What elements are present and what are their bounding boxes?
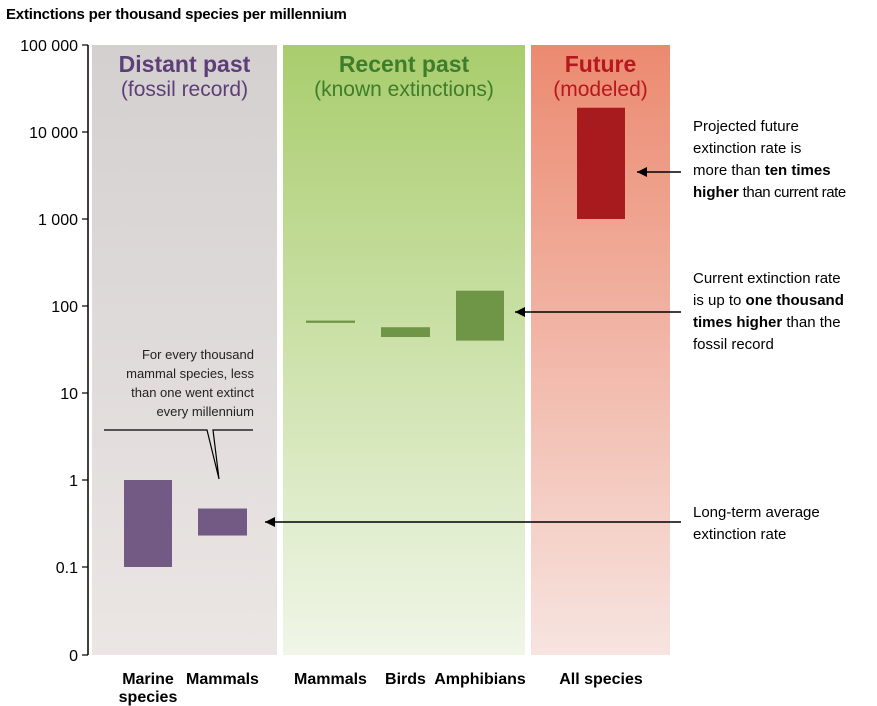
- y-tick-label: 10: [60, 386, 78, 403]
- future-annotation-line2: extinction rate is: [693, 140, 802, 157]
- y-tick-label: 100: [51, 299, 78, 316]
- y-tick-label: 100 000: [20, 38, 78, 55]
- category-label: species: [119, 689, 178, 706]
- mammal-note: For every thousand mammal species, less …: [126, 347, 254, 419]
- current-annotation-line2: is up to: [693, 292, 746, 309]
- current-annotation-emphasis: one thousand: [745, 292, 844, 309]
- panel-subtitle: (modeled): [553, 78, 648, 101]
- future-arrow-head: [637, 167, 647, 177]
- panel-title: Recent past: [339, 51, 470, 77]
- current-arrow-head: [515, 307, 525, 317]
- panel-title: Distant past: [119, 51, 251, 77]
- category-label: Mammals: [294, 671, 367, 688]
- future-annotation-line3: more than: [693, 162, 765, 179]
- current-annotation-line4: fossil record: [693, 336, 774, 353]
- category-label: All species: [559, 671, 643, 688]
- category-label: Amphibians: [434, 671, 526, 688]
- range-bar: [456, 290, 504, 341]
- future-annotation: Projected future extinction rate is more…: [693, 116, 846, 204]
- current-annotation-emphasis-2: times higher: [693, 314, 783, 331]
- y-tick-label: 1: [69, 473, 78, 490]
- y-tick-label: 0.1: [56, 560, 78, 577]
- future-annotation-emphasis: ten times: [764, 162, 831, 179]
- y-tick-label: 0: [69, 648, 78, 665]
- current-annotation-line1: Current extinction rate: [693, 270, 841, 287]
- panel-title: Future: [565, 51, 637, 77]
- future-annotation-emphasis-2: higher: [693, 184, 739, 201]
- category-label: Mammals: [186, 671, 259, 688]
- longterm-annotation-line1: Long-term average: [693, 504, 820, 521]
- panel-subtitle: (known extinctions): [314, 78, 494, 101]
- panel-background: [92, 45, 277, 655]
- category-label: Birds: [385, 671, 426, 688]
- longterm-annotation-line2: extinction rate: [693, 526, 787, 543]
- range-bar: [124, 480, 172, 567]
- panel-background: [283, 45, 525, 655]
- longterm-annotation: Long-term average extinction rate: [693, 502, 820, 546]
- y-tick-label: 10 000: [29, 125, 78, 142]
- current-annotation: Current extinction rate is up to one tho…: [693, 268, 844, 356]
- range-bar: [577, 107, 625, 219]
- mammal-note-callout: [104, 429, 253, 480]
- y-tick-label: 1 000: [38, 212, 78, 229]
- range-bar: [198, 508, 247, 536]
- range-bar: [306, 320, 355, 323]
- longterm-arrow-head: [265, 517, 275, 527]
- current-annotation-line3: than the: [782, 314, 841, 331]
- category-label: Marine: [122, 671, 174, 688]
- range-bar: [381, 327, 430, 338]
- panel-subtitle: (fossil record): [121, 78, 248, 101]
- future-annotation-line4: than current rate: [738, 184, 847, 201]
- future-annotation-line1: Projected future: [693, 118, 799, 135]
- chart-title: Extinctions per thousand species per mil…: [6, 6, 347, 23]
